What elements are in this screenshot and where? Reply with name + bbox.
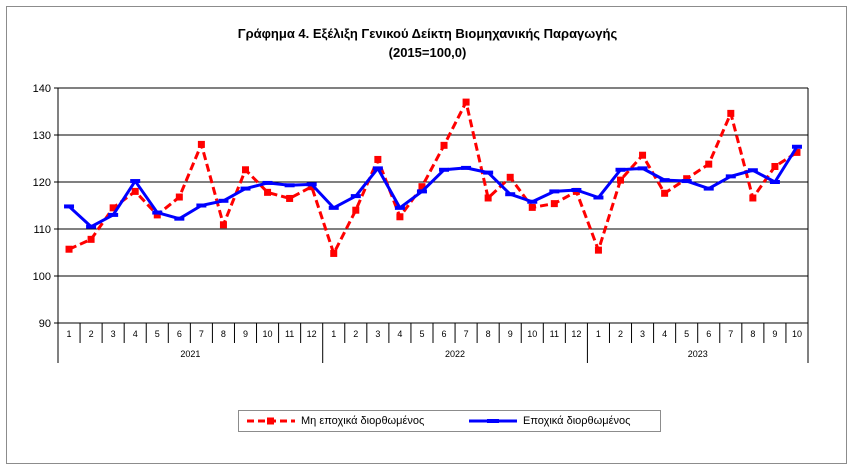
- data-point-series-1: [661, 189, 669, 197]
- data-point-series-1: [771, 162, 779, 170]
- x-tick-label-month: 11: [285, 329, 294, 339]
- data-point-series-1: [264, 188, 272, 196]
- series-line-2: [68, 145, 799, 229]
- y-tick-label-100: 100: [33, 271, 51, 283]
- legend-swatch-red-dashed: [247, 417, 295, 425]
- x-tick-label-year-2022: 2022: [445, 349, 465, 359]
- data-point-series-1: [242, 166, 249, 174]
- x-tick-label-month: 5: [684, 329, 689, 339]
- data-point-series-1: [352, 206, 360, 214]
- data-point-series-1: [440, 141, 448, 149]
- data-point-series-1: [418, 183, 426, 191]
- y-tick-label-120: 120: [33, 177, 51, 189]
- x-tick-label-month: 7: [728, 329, 733, 339]
- x-tick-label-month: 3: [375, 329, 380, 339]
- data-point-series-1: [65, 245, 73, 253]
- chart-subtitle: (2015=100,0): [388, 45, 467, 60]
- data-point-series-1: [594, 246, 602, 254]
- data-point-series-1: [131, 187, 139, 195]
- x-tick-label-month: 2: [89, 329, 94, 339]
- legend-item-series-2: Εποχικά διορθωμένος: [467, 411, 630, 431]
- data-point-series-1: [484, 194, 492, 202]
- data-point-series-1: [749, 194, 757, 202]
- data-point-series-1: [87, 235, 95, 243]
- x-tick-label-month: 9: [243, 329, 248, 339]
- x-tick-label-month: 7: [199, 329, 204, 339]
- y-tick-label-90: 90: [39, 318, 51, 330]
- data-point-series-1: [197, 140, 205, 148]
- x-tick-label-month: 6: [706, 329, 711, 339]
- x-tick-label-month: 4: [397, 329, 402, 339]
- data-point-series-1: [705, 160, 713, 168]
- x-tick-label-month: 2: [618, 329, 623, 339]
- data-point-series-1: [219, 221, 227, 229]
- y-axis-ticks: 90 100 110 120 130 140: [33, 83, 58, 330]
- data-point-series-1: [462, 98, 470, 106]
- x-tick-label-year-2023: 2023: [688, 349, 708, 359]
- x-tick-label-month: 10: [792, 329, 802, 339]
- data-point-series-1: [153, 211, 161, 219]
- x-tick-label-month: 8: [486, 329, 491, 339]
- legend-item-series-1: Μη εποχικά διορθωμένος: [245, 411, 424, 431]
- data-point-series-1: [793, 148, 801, 156]
- x-tick-label-month: 3: [640, 329, 645, 339]
- legend: Μη εποχικά διορθωμένος Εποχικά διορθωμέν…: [238, 410, 661, 432]
- data-point-series-1: [330, 249, 338, 257]
- data-point-series-1: [286, 194, 294, 202]
- x-tick-label-month: 9: [772, 329, 777, 339]
- data-point-series-1: [683, 175, 691, 183]
- x-tick-label-month: 12: [571, 329, 581, 339]
- x-tick-label-month: 6: [177, 329, 182, 339]
- data-point-series-1: [617, 176, 624, 184]
- x-tick-label-month: 5: [155, 329, 160, 339]
- y-tick-label-110: 110: [33, 224, 51, 236]
- x-tick-label-month: 10: [527, 329, 537, 339]
- x-axis-ticks: 1 2 3 4 5 6 7 8 9 10 11 12 1 2 3 4 5 6 7 8 9 10 11 12 1 2 3 4 5 6 7 8 9 1…: [57, 323, 809, 363]
- x-tick-label-month: 3: [111, 329, 116, 339]
- x-tick-label-month: 9: [508, 329, 513, 339]
- x-tick-label-month: 7: [464, 329, 469, 339]
- x-tick-label-year-2021: 2021: [180, 349, 200, 359]
- x-tick-label-month: 11: [550, 329, 559, 339]
- x-tick-label-month: 1: [67, 329, 72, 339]
- x-tick-label-month: 2: [353, 329, 358, 339]
- x-tick-label-month: 8: [750, 329, 755, 339]
- x-tick-label-month: 4: [662, 329, 667, 339]
- data-point-series-1: [727, 109, 735, 117]
- legend-swatch-blue-solid: [469, 419, 517, 423]
- series-line-1: [68, 100, 798, 255]
- x-tick-label-month: 5: [419, 329, 424, 339]
- data-point-series-1: [639, 151, 647, 159]
- y-tick-label-140: 140: [33, 83, 51, 95]
- data-point-series-1: [550, 200, 558, 208]
- data-point-series-1: [506, 173, 514, 181]
- x-tick-label-month: 1: [331, 329, 336, 339]
- data-point-series-1: [109, 204, 117, 212]
- x-tick-label-month: 6: [442, 329, 447, 339]
- data-point-series-1: [374, 155, 382, 163]
- data-point-series-1: [308, 183, 316, 191]
- legend-label-series-1: Μη εποχικά διορθωμένος: [301, 415, 425, 427]
- x-tick-label-month: 1: [596, 329, 601, 339]
- chart-frame: [6, 6, 847, 464]
- series-layer: [64, 98, 802, 257]
- x-tick-label-month: 4: [133, 329, 138, 339]
- data-point-series-1: [175, 193, 183, 201]
- axes: [57, 88, 809, 323]
- x-tick-label-month: 8: [221, 329, 226, 339]
- data-point-series-1: [396, 213, 404, 221]
- y-tick-label-130: 130: [33, 130, 51, 142]
- data-point-series-1: [528, 203, 536, 211]
- x-tick-label-month: 10: [263, 329, 273, 339]
- legend-label-series-2: Εποχικά διορθωμένος: [523, 415, 631, 427]
- x-tick-label-month: 12: [307, 329, 317, 339]
- chart-title: Γράφημα 4. Εξέλιξη Γενικού Δείκτη Βιομηχ…: [237, 26, 618, 41]
